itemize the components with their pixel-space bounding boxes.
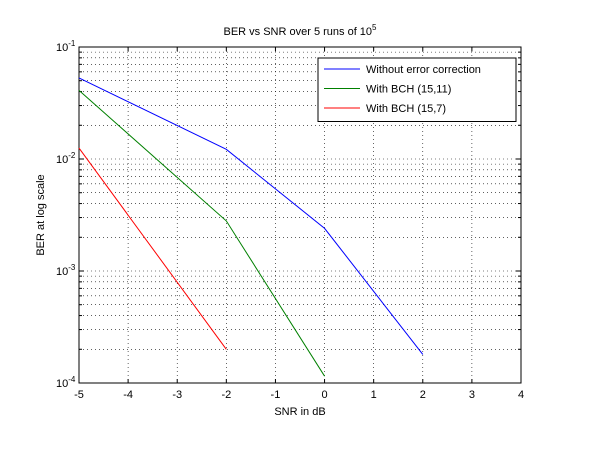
y-tick-label-exponent: -4 xyxy=(68,375,76,384)
y-tick-label-exponent: -1 xyxy=(68,39,76,48)
series-lines xyxy=(78,77,424,377)
axes-box xyxy=(78,46,522,384)
series-line-3 xyxy=(78,147,227,350)
legend: Without error correction With BCH (15,11)… xyxy=(317,57,517,122)
chart-title-superscript: 5 xyxy=(372,23,377,32)
chart-title-main: BER vs SNR over 5 runs of 10 xyxy=(223,26,372,38)
chart-title: BER vs SNR over 5 runs of 105 xyxy=(223,23,377,38)
x-tick-label: -1 xyxy=(271,389,281,401)
y-tick-label: 10-2 xyxy=(56,151,76,166)
x-tick-label: 3 xyxy=(469,389,475,401)
y-tick-label: 10-4 xyxy=(56,375,76,390)
y-axis-label: BER at log scale xyxy=(35,174,47,255)
y-tick-label-exponent: -3 xyxy=(68,263,76,272)
y-tick-label: 10-1 xyxy=(56,39,76,54)
legend-label: With BCH (15,7) xyxy=(366,103,446,115)
y-tick-label-base: 10 xyxy=(56,42,68,54)
x-tick-label: -5 xyxy=(74,389,84,401)
y-tick-label-exponent: -2 xyxy=(68,151,76,160)
series-line-1 xyxy=(78,77,424,355)
legend-label: With BCH (15,11) xyxy=(366,84,451,96)
x-tick-label: 4 xyxy=(518,389,524,401)
x-tick-label: 1 xyxy=(371,389,377,401)
x-tick-label: 0 xyxy=(321,389,327,401)
x-tick-label: -4 xyxy=(123,389,133,401)
legend-label: Without error correction xyxy=(366,64,481,76)
x-tick-label: -3 xyxy=(172,389,182,401)
x-axis-label: SNR in dB xyxy=(274,406,325,418)
tick-labels: -5 -4 -3 -2 -1 0 1 2 3 410-410-310-210-1 xyxy=(56,39,524,401)
y-tick-label-base: 10 xyxy=(56,154,68,166)
x-tick-label: -2 xyxy=(221,389,231,401)
y-tick-label-base: 10 xyxy=(56,266,68,278)
y-tick-label: 10-3 xyxy=(56,263,76,278)
y-tick-label-base: 10 xyxy=(56,378,68,390)
series-line-2 xyxy=(78,90,326,377)
x-tick-label: 2 xyxy=(420,389,426,401)
ticks xyxy=(78,47,522,383)
